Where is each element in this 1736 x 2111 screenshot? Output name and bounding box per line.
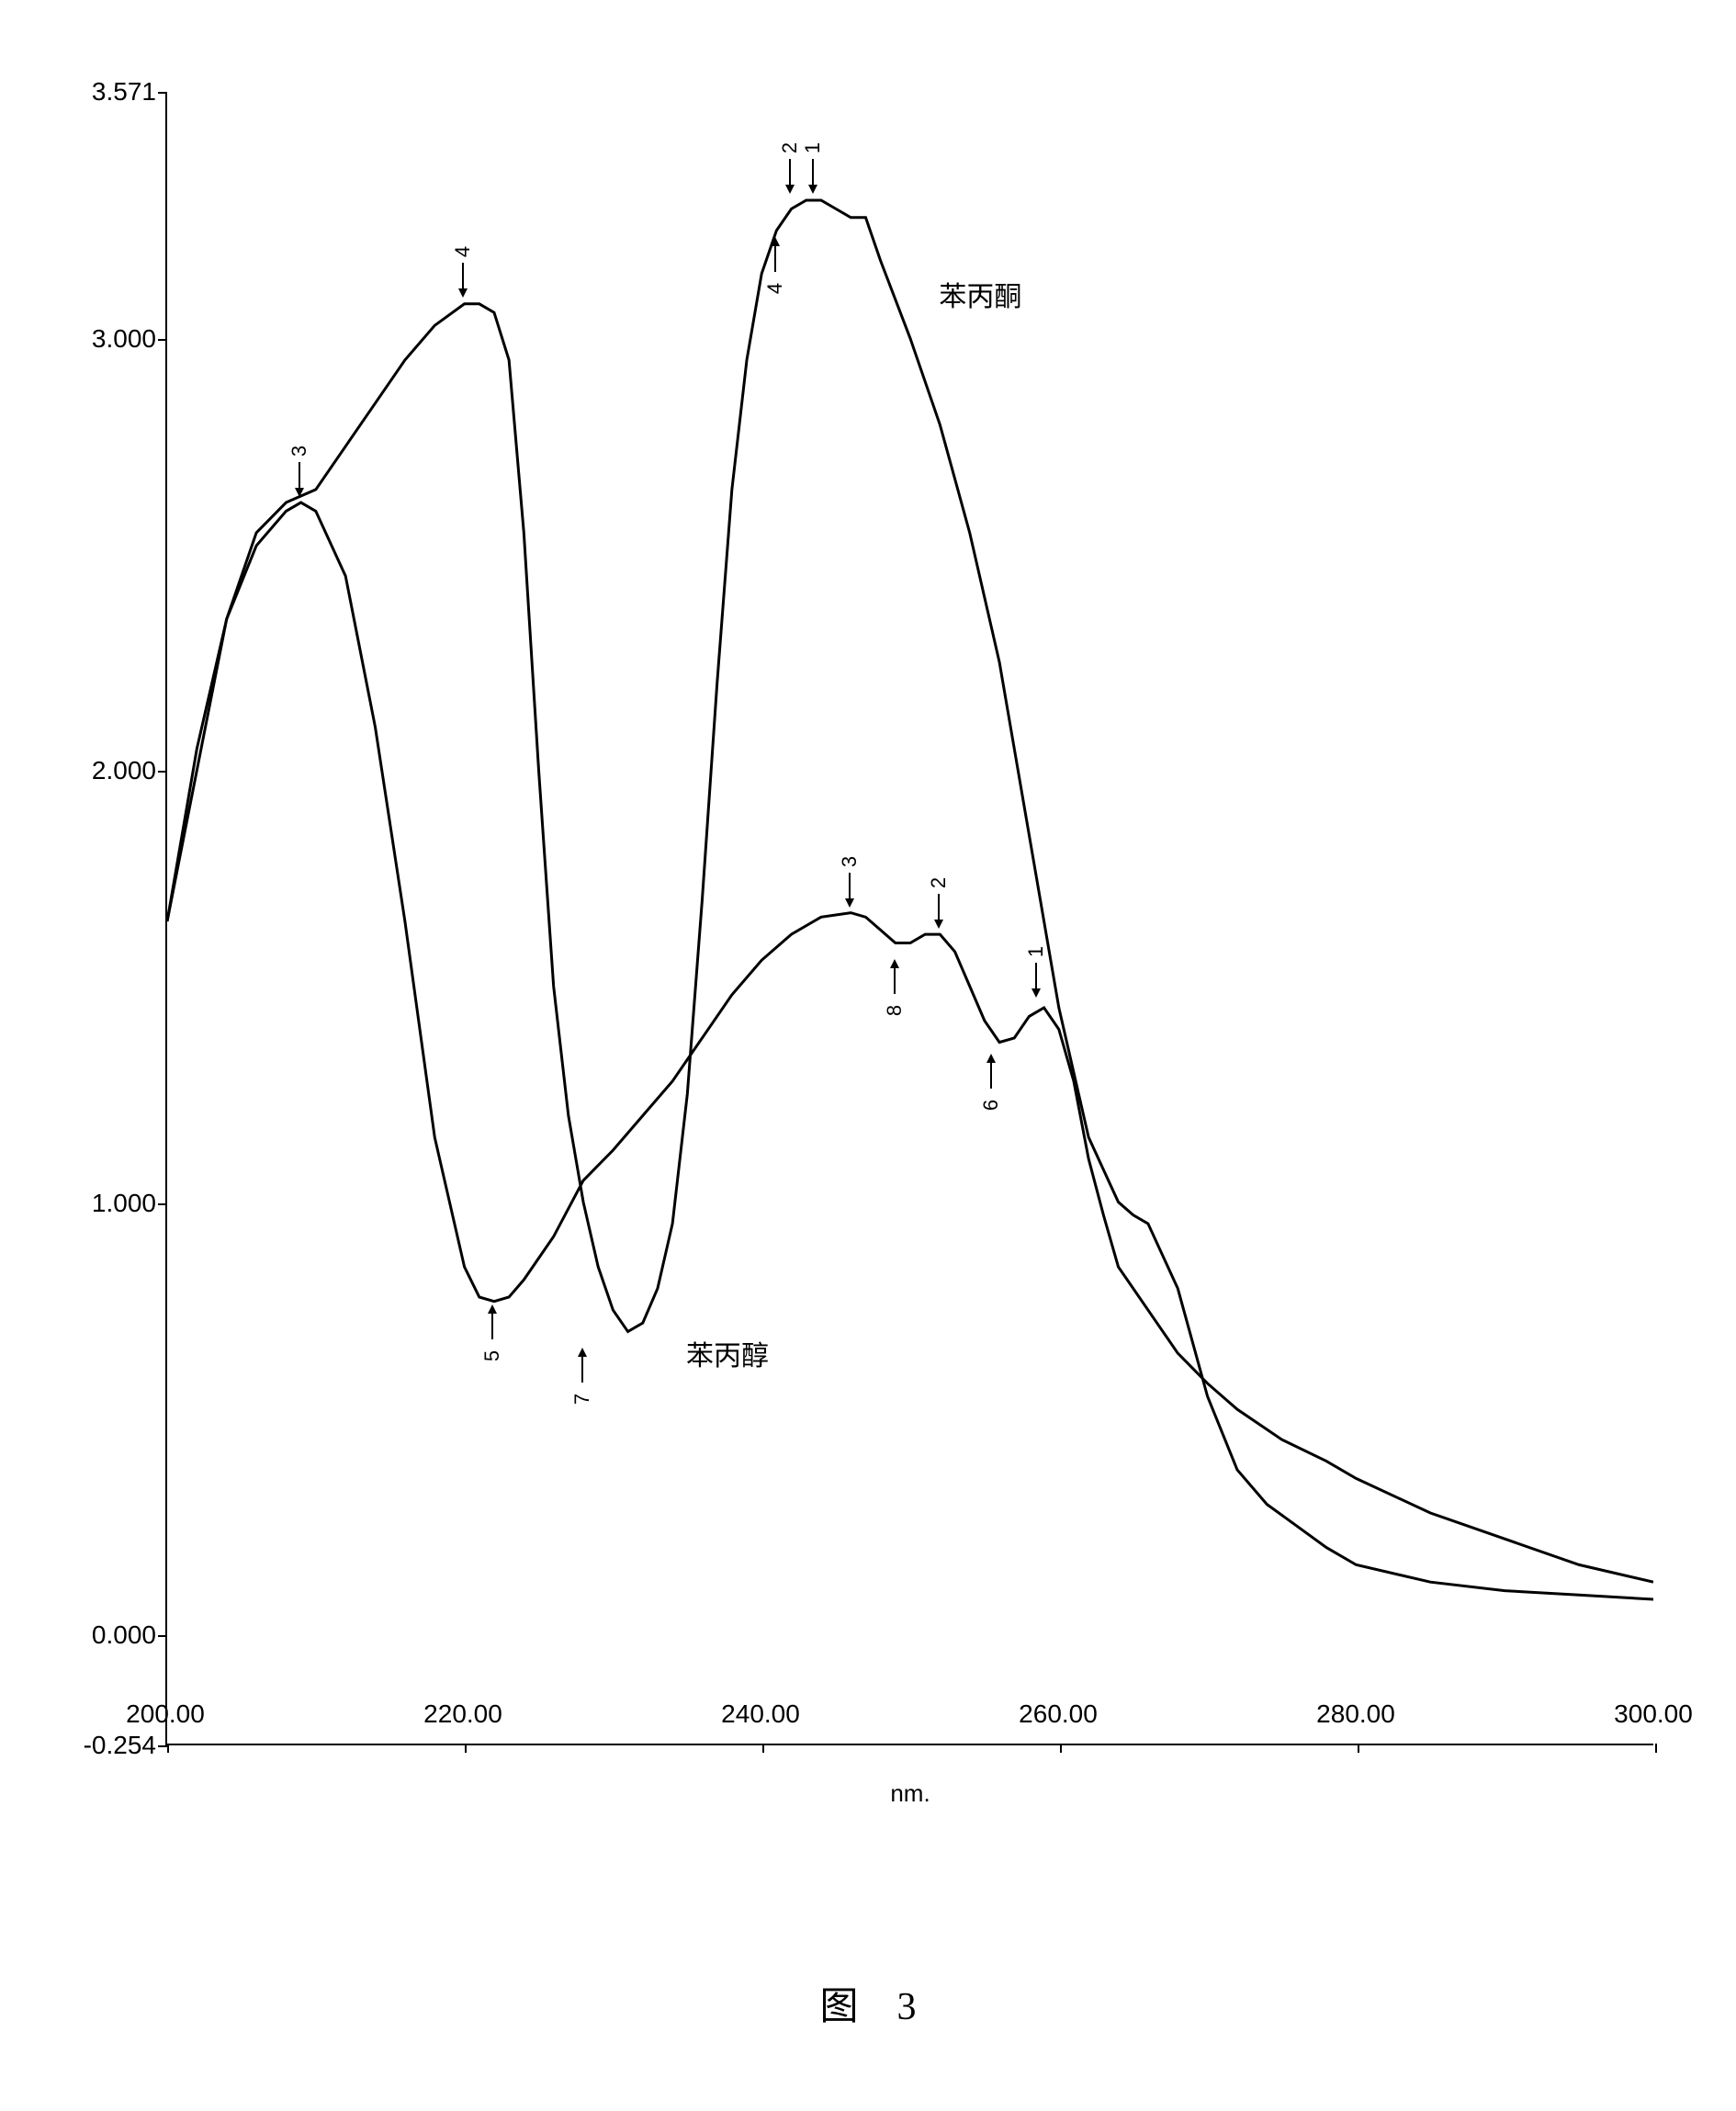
peak-number: 2 bbox=[778, 142, 802, 153]
x-tick-label: 220.00 bbox=[423, 1699, 502, 1729]
peak-arrow bbox=[990, 1061, 992, 1089]
y-tick-label: 0.000 bbox=[55, 1620, 156, 1650]
peak-arrow bbox=[299, 462, 300, 490]
y-tick-label: 1.000 bbox=[55, 1189, 156, 1218]
series-line bbox=[167, 200, 1653, 1599]
y-tick bbox=[158, 92, 167, 94]
peak-number: 2 bbox=[927, 877, 951, 888]
x-tick-label: 300.00 bbox=[1614, 1699, 1693, 1729]
peak-arrow bbox=[938, 894, 940, 921]
plot-area: nm. bbox=[165, 92, 1653, 1745]
series-line bbox=[167, 502, 1653, 1582]
x-tick bbox=[465, 1744, 467, 1753]
figure-caption: 图 3 bbox=[819, 1975, 916, 2031]
peak-arrow bbox=[1035, 963, 1037, 990]
peak-arrow bbox=[491, 1312, 493, 1339]
series-label: 苯丙醇 bbox=[686, 1333, 769, 1373]
y-tick bbox=[158, 1203, 167, 1205]
peak-arrow bbox=[812, 159, 814, 186]
x-tick-label: 260.00 bbox=[1019, 1699, 1098, 1729]
y-tick bbox=[158, 1635, 167, 1637]
peak-number: 1 bbox=[1024, 946, 1048, 957]
peak-number: 3 bbox=[838, 855, 862, 866]
peak-number: 8 bbox=[883, 1005, 907, 1016]
y-tick-label: 3.000 bbox=[55, 324, 156, 354]
peak-number: 4 bbox=[451, 246, 475, 257]
peak-number: 1 bbox=[801, 142, 825, 153]
series-label: 苯丙酮 bbox=[939, 274, 1021, 314]
x-tick-label: 200.00 bbox=[126, 1699, 205, 1729]
chart-svg bbox=[167, 92, 1653, 1744]
y-tick-label: 2.000 bbox=[55, 756, 156, 785]
peak-number: 5 bbox=[480, 1350, 504, 1361]
x-axis-title: nm. bbox=[890, 1779, 930, 1808]
peak-number: 7 bbox=[570, 1394, 594, 1405]
y-tick-label: -0.254 bbox=[55, 1731, 156, 1760]
x-tick bbox=[1655, 1744, 1657, 1753]
y-tick-label: 3.571 bbox=[55, 77, 156, 107]
peak-arrow bbox=[462, 263, 464, 290]
x-tick-label: 280.00 bbox=[1316, 1699, 1395, 1729]
peak-number: 6 bbox=[979, 1100, 1003, 1111]
x-tick-label: 240.00 bbox=[721, 1699, 800, 1729]
peak-arrow bbox=[581, 1355, 583, 1383]
peak-arrow bbox=[774, 244, 776, 272]
y-tick bbox=[158, 1745, 167, 1747]
peak-number: 4 bbox=[763, 283, 787, 294]
x-tick bbox=[1358, 1744, 1359, 1753]
peak-arrow bbox=[849, 873, 851, 900]
peak-arrow bbox=[894, 966, 896, 994]
x-tick bbox=[167, 1744, 169, 1753]
x-tick bbox=[1060, 1744, 1062, 1753]
chart-container: nm. -0.254 0.000 1.000 2.000 3.000 3.571 200.… bbox=[55, 37, 1690, 1874]
x-tick bbox=[762, 1744, 764, 1753]
peak-arrow bbox=[789, 159, 791, 186]
peak-number: 3 bbox=[287, 445, 311, 456]
y-tick bbox=[158, 339, 167, 341]
y-tick bbox=[158, 771, 167, 773]
